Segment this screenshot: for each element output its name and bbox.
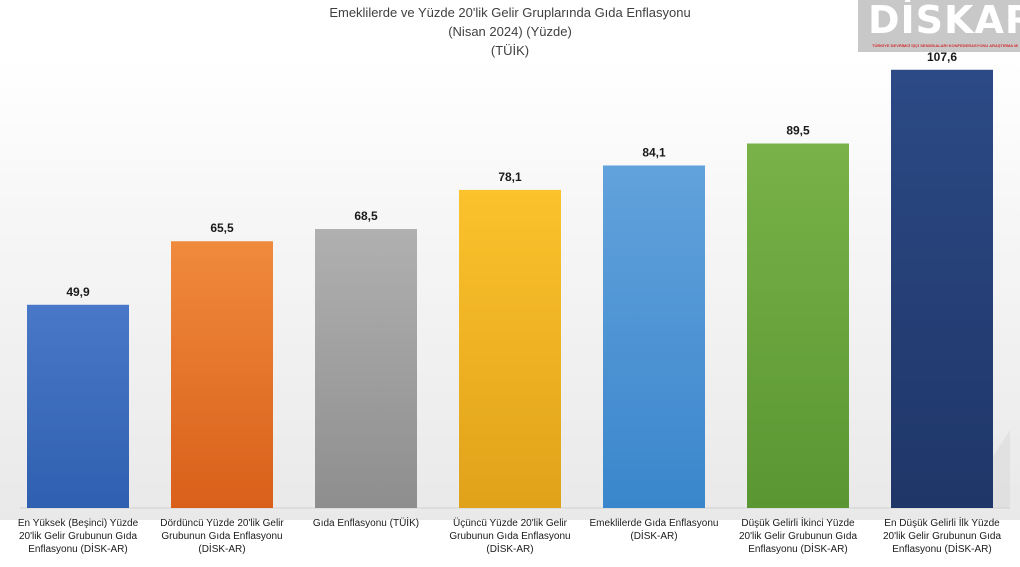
bar-value-label-1: 49,9	[66, 285, 90, 299]
bar-3	[315, 229, 417, 508]
bar-value-label-4: 78,1	[498, 170, 522, 184]
category-label-4: Üçüncü Yüzde 20'lik Gelir Grubunun Gıda E…	[440, 517, 580, 556]
diskar-logo: DİSKAR TÜRKİYE DEVRİMCİ İŞÇİ SENDİKALARI…	[858, 0, 1020, 52]
bar-4	[459, 189, 561, 509]
chart-title-line-1: Emeklilerde ve Yüzde 20'lik Gelir Grupla…	[329, 5, 691, 20]
chart-title-line-3: (TÜİK)	[490, 43, 530, 58]
category-label-line: Enflasyonu (DİSK-AR)	[892, 544, 992, 555]
bar-value-label-7: 107,6	[927, 50, 957, 64]
category-label-6: Düşük Gelirli İkinci Yüzde 20'lik Gelir G…	[728, 517, 868, 556]
category-label-line: Dördüncü Yüzde 20'lik Gelir	[160, 518, 284, 529]
category-label-line: (DİSK-AR)	[198, 544, 246, 555]
category-label-line: Gıda Enflasyonu (TÜİK)	[312, 518, 420, 529]
bar-value-label-5: 84,1	[642, 145, 666, 159]
bar-2	[171, 241, 273, 508]
logo-subtitle: TÜRKİYE DEVRİMCİ İŞÇİ SENDİKALARI KONFED…	[872, 43, 1018, 48]
bar-value-label-2: 65,5	[210, 221, 234, 235]
category-label-line: Emeklilerde Gıda Enflasyonu	[589, 518, 719, 529]
category-label-line: 20'lik Gelir Grubunun Gıda	[18, 531, 138, 542]
logo-text: DİSKAR	[868, 0, 1020, 42]
category-label-line: Grubunun Gıda Enflasyonu	[449, 531, 571, 542]
category-label-2: Dördüncü Yüzde 20'lik Gelir Grubunun Gıda…	[152, 517, 292, 556]
bar-7	[891, 69, 993, 509]
bar-5	[603, 165, 705, 508]
bar-value-label-3: 68,5	[354, 209, 378, 223]
bar-6	[747, 143, 849, 508]
bar-1	[27, 304, 129, 508]
category-label-1: En Yüksek (Beşinci) Yüzde 20'lik Gelir Gr…	[8, 517, 148, 556]
category-label-line: 20'lik Gelir Grubunun Gıda	[738, 531, 858, 542]
category-label-line: En Düşük Gelirli İlk Yüzde	[884, 518, 1000, 529]
category-label-line: Düşük Gelirli İkinci Yüzde	[741, 518, 855, 529]
category-label-line: Enflasyonu (DİSK-AR)	[748, 544, 848, 555]
chart-title-line-2: (Nisan 2024) (Yüzde)	[448, 24, 572, 39]
category-label-7: En Düşük Gelirli İlk Yüzde 20'lik Gelir G…	[872, 517, 1012, 556]
category-label-line: (DİSK-AR)	[630, 531, 678, 542]
category-label-line: Üçüncü Yüzde 20'lik Gelir	[452, 518, 567, 529]
category-label-line: 20'lik Gelir Grubunun Gıda	[882, 531, 1002, 542]
category-label-3: Gıda Enflasyonu (TÜİK)	[296, 517, 436, 530]
category-label-5: Emeklilerde Gıda Enflasyonu (DİSK-AR)	[584, 517, 724, 543]
category-label-line: Enflasyonu (DİSK-AR)	[28, 544, 128, 555]
category-label-line: En Yüksek (Beşinci) Yüzde	[17, 518, 139, 529]
category-label-line: (DİSK-AR)	[486, 544, 534, 555]
bar-value-label-6: 89,5	[786, 123, 810, 137]
category-label-line: Grubunun Gıda Enflasyonu	[161, 531, 283, 542]
